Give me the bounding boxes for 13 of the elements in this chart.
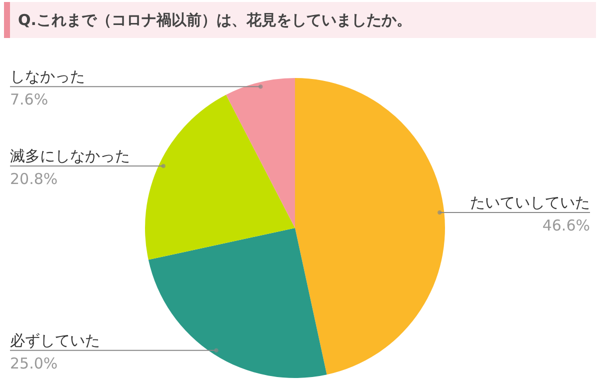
slice-label: 滅多にしなかった bbox=[10, 147, 130, 166]
data-label: 7.6% bbox=[10, 90, 48, 109]
pie-slice bbox=[148, 228, 327, 378]
pie-slice bbox=[145, 94, 295, 260]
pie-slice bbox=[226, 78, 295, 228]
pie-slice bbox=[295, 78, 445, 375]
data-label: 46.6% bbox=[542, 216, 590, 234]
slice-label: 必ずしていた bbox=[10, 331, 100, 350]
data-label: 25.0% bbox=[10, 354, 58, 372]
slice-label: たいていしていた bbox=[470, 193, 590, 212]
chart-title: Q.これまで（コロナ禍以前）は、花見をしていましたか。 bbox=[4, 2, 596, 38]
data-label: 20.8% bbox=[10, 170, 58, 188]
slice-label: しなかった bbox=[10, 68, 85, 86]
